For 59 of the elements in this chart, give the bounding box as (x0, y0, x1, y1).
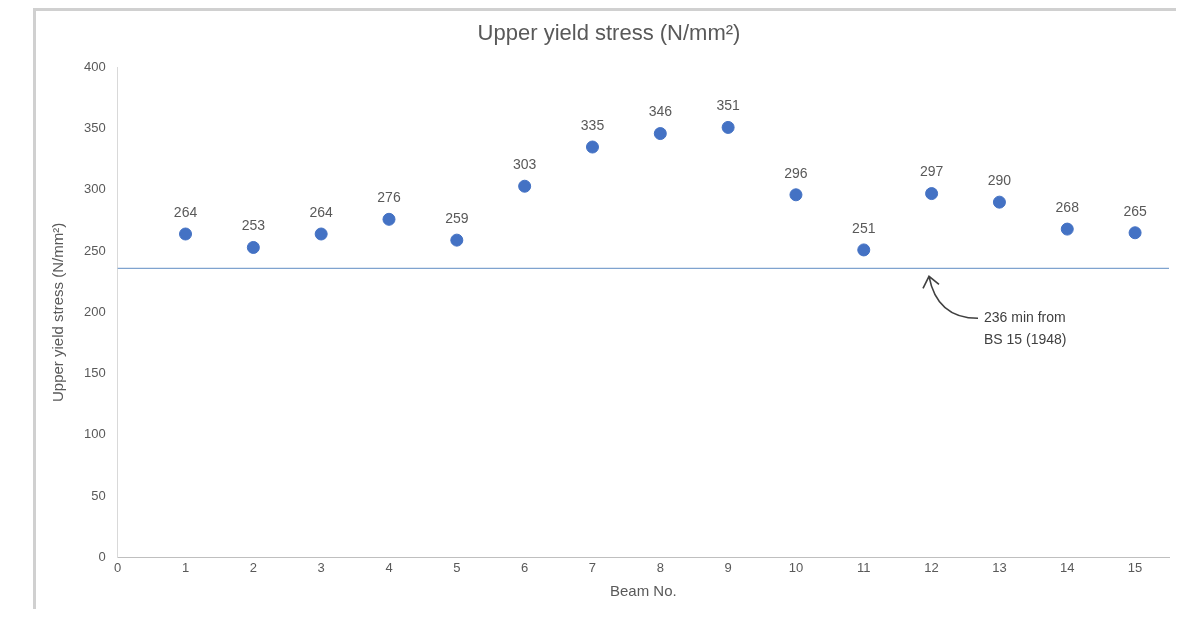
point (179, 227, 193, 241)
x-tick-label: 0 (114, 559, 122, 575)
y-tick-label: 150 (83, 365, 106, 381)
y-axis-title: Upper yield stress (N/mm²) (49, 222, 67, 402)
point (925, 187, 939, 201)
data-label: 276 (377, 189, 401, 206)
data-label: 335 (580, 116, 605, 133)
point (857, 243, 871, 257)
x-tick-label: 9 (724, 559, 732, 575)
data-label: 264 (173, 203, 198, 220)
point (518, 179, 532, 193)
y-tick-label: 100 (83, 426, 106, 442)
point (992, 195, 1006, 209)
point (789, 188, 803, 202)
data-label: 253 (241, 217, 266, 234)
data-label: 265 (1123, 202, 1147, 219)
point (450, 233, 464, 247)
x-tick-label: 2 (249, 559, 257, 575)
x-tick-label: 1 (181, 559, 190, 575)
x-tick-label: 8 (656, 559, 664, 575)
y-tick-label: 50 (91, 487, 106, 503)
x-tick-label: 7 (588, 559, 597, 575)
point (246, 240, 260, 254)
point (653, 127, 667, 141)
data-label: 296 (784, 164, 808, 181)
point (1060, 222, 1074, 236)
ref-line-label: 236 min from BS 15 (1948) (984, 309, 1067, 348)
chart-title: Upper yield stress (N/mm²) (477, 20, 741, 46)
data-label: 303 (512, 156, 537, 173)
point (1128, 226, 1142, 240)
point (382, 212, 396, 226)
x-tick-label: 14 (1060, 559, 1075, 575)
data-label: 297 (919, 163, 944, 180)
data-label: 351 (716, 97, 741, 114)
data-label: 346 (648, 103, 673, 120)
data-label: 268 (1055, 198, 1080, 215)
x-tick-label: 11 (857, 559, 871, 575)
y-tick-label: 250 (83, 242, 106, 258)
data-label: 264 (309, 203, 334, 220)
x-tick-label: 5 (453, 559, 461, 575)
point (585, 140, 599, 154)
x-tick-label: 4 (385, 559, 393, 575)
y-tick-label: 300 (83, 181, 106, 197)
y-tick-label: 350 (83, 120, 106, 136)
x-axis-title: Beam No. (609, 582, 677, 600)
x-tick-label: 13 (992, 559, 1007, 575)
x-tick-label: 12 (924, 559, 939, 575)
data-label: 259 (445, 209, 469, 226)
x-tick-label: 15 (1127, 559, 1143, 575)
x-tick-label: 3 (317, 559, 325, 575)
data-label: 251 (852, 219, 876, 236)
y-tick-label: 0 (98, 548, 106, 564)
point (314, 227, 328, 241)
data-label: 290 (987, 172, 1012, 189)
x-tick-label: 10 (788, 559, 804, 575)
y-tick-label: 400 (83, 58, 106, 74)
point (721, 120, 735, 134)
y-tick-label: 200 (83, 303, 106, 319)
x-tick-label: 6 (521, 559, 529, 575)
